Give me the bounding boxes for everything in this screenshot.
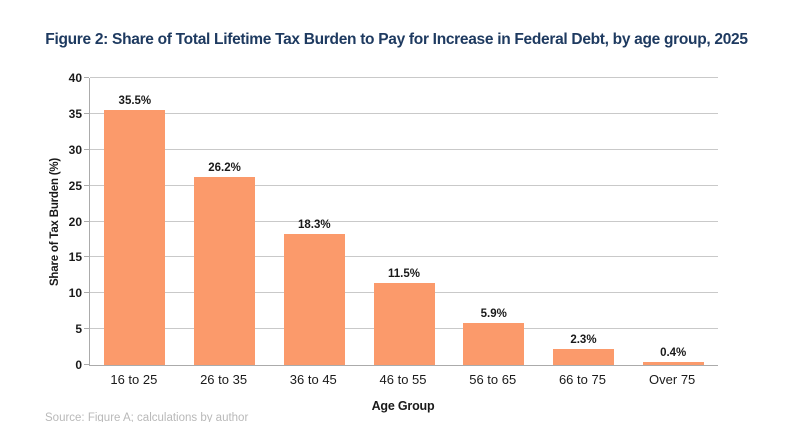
bar-value-label: 11.5% <box>388 267 420 280</box>
y-tick-mark <box>84 220 89 222</box>
bar-slot: 35.5% <box>90 78 180 365</box>
y-tick-mark <box>84 77 89 78</box>
y-gridline <box>90 220 718 222</box>
bar-slot: 18.3% <box>269 78 359 365</box>
bar-slot: 26.2% <box>180 78 270 365</box>
y-tick-mark <box>84 292 89 294</box>
x-tick-label: 66 to 75 <box>558 372 606 387</box>
y-gridline <box>90 256 718 258</box>
bar-slot: 0.4% <box>628 78 718 365</box>
y-tick-mark <box>84 184 89 186</box>
bars-row: 35.5% 26.2% 18.3% 11.5% 5.9% 2.3% 0.4% <box>90 78 718 365</box>
y-tick-label: 40 <box>68 71 82 85</box>
y-tick-label: 30 <box>68 142 82 157</box>
y-tick-mark <box>84 256 89 258</box>
y-tick-label: 35 <box>68 106 82 121</box>
bar-value-label: 35.5% <box>118 95 152 108</box>
x-tick-label: Over 75 <box>649 372 696 387</box>
bar <box>283 233 345 365</box>
bar-slot: 11.5% <box>359 78 449 365</box>
y-tick-mark <box>84 112 89 114</box>
y-tick-label: 5 <box>75 322 82 337</box>
bar <box>104 110 166 365</box>
y-tick-label: 15 <box>68 250 82 265</box>
bar-slot: 2.3% <box>539 78 629 365</box>
x-tick-label: 46 to 55 <box>379 372 427 387</box>
bar <box>642 362 704 365</box>
x-tick-label: 16 to 25 <box>110 372 158 387</box>
source-note: Source: Figure A; calculations by author <box>45 412 249 422</box>
bar <box>373 282 435 365</box>
bar-slot: 5.9% <box>449 78 539 365</box>
bar-value-label: 5.9% <box>480 307 507 320</box>
y-tick-mark <box>84 328 89 330</box>
y-tick-mark <box>84 148 89 150</box>
bar-value-label: 18.3% <box>297 218 331 231</box>
y-tick-label: 25 <box>68 178 82 193</box>
figure-title: Figure 2: Share of Total Lifetime Tax Bu… <box>45 31 748 48</box>
y-gridline <box>90 112 718 114</box>
y-tick-label: 20 <box>68 214 82 229</box>
x-tick-label: 36 to 45 <box>289 372 337 387</box>
y-tick-mark <box>84 364 89 365</box>
y-gridline <box>90 148 718 150</box>
bar-value-label: 0.4% <box>660 347 687 360</box>
bar <box>463 322 525 365</box>
bar <box>194 177 256 365</box>
x-tick-label: 56 to 65 <box>469 372 517 387</box>
y-tick-label: 0 <box>75 358 82 372</box>
bar-value-label: 26.2% <box>208 162 241 175</box>
x-axis-labels: 16 to 25 26 to 35 36 to 45 46 to 55 56 to 65… <box>89 372 717 387</box>
y-gridline <box>90 77 718 78</box>
y-gridline <box>90 184 718 186</box>
plot-area: 35.5% 26.2% 18.3% 11.5% 5.9% 2.3% 0.4% 0 5 10 15 2… <box>69 71 718 372</box>
x-tick-label: 26 to 35 <box>200 372 248 387</box>
bar <box>552 348 614 365</box>
bar-value-label: 2.3% <box>570 333 597 346</box>
y-tick-label: 10 <box>68 286 82 301</box>
x-axis-title: Age Group <box>371 399 435 413</box>
